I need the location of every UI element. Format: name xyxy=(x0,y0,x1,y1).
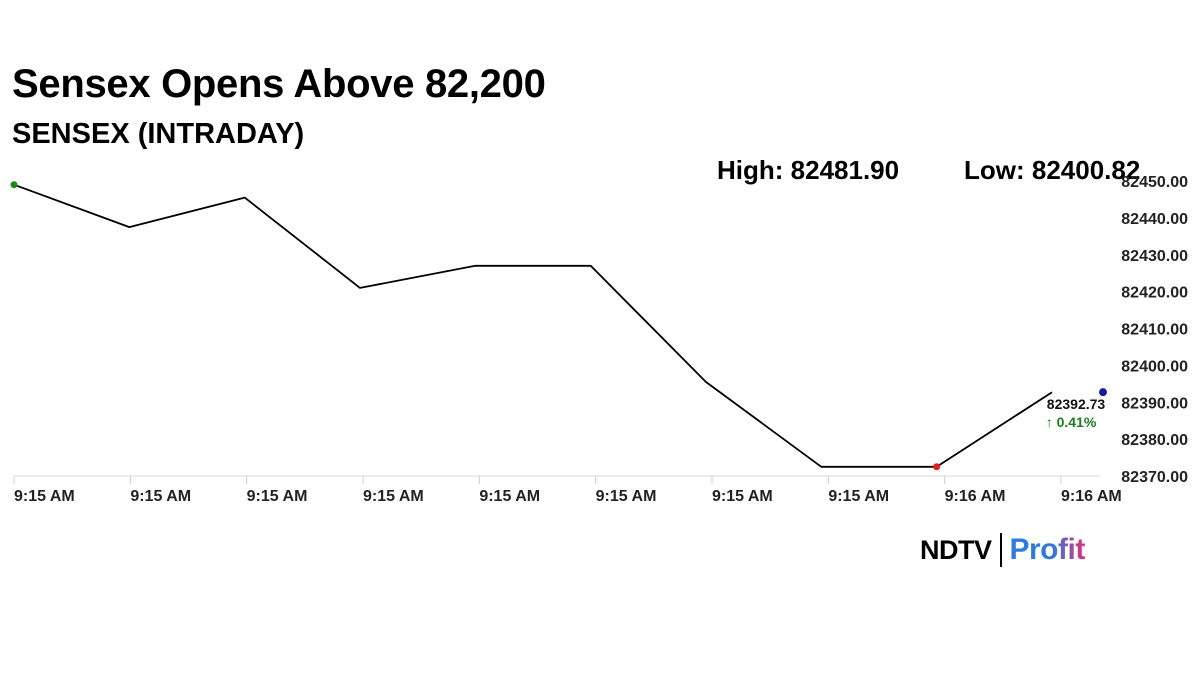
current-value-marker xyxy=(1099,388,1107,397)
change-label: ↑ 0.41% xyxy=(1046,414,1097,430)
y-tick-label: 82380.00 xyxy=(1121,432,1188,449)
x-tick-label: 9:15 AM xyxy=(828,488,889,505)
logo-divider xyxy=(999,533,1002,567)
low-label: Low: 82400.82 xyxy=(964,155,1141,185)
chart-title: SENSEX (INTRADAY) xyxy=(12,118,305,150)
x-tick-label: 9:16 AM xyxy=(1061,488,1122,505)
y-tick-label: 82420.00 xyxy=(1121,285,1188,302)
x-tick-label: 9:15 AM xyxy=(712,488,773,505)
y-tick-label: 82430.00 xyxy=(1121,248,1188,265)
start-point-marker xyxy=(10,181,18,189)
logo-ndtv-text: NDTV xyxy=(920,534,992,565)
y-tick-label: 82410.00 xyxy=(1121,322,1188,339)
series-line xyxy=(13,183,1053,468)
high-label: High: 82481.90 xyxy=(717,155,900,185)
headline: Sensex Opens Above 82,200 xyxy=(12,62,546,106)
low-point-marker xyxy=(933,463,941,471)
y-tick-label: 82440.00 xyxy=(1121,211,1188,228)
x-tick-label: 9:15 AM xyxy=(130,488,191,505)
x-tick-label: 9:15 AM xyxy=(247,488,308,505)
ndtv-profit-logo: NDTV Profit xyxy=(920,530,1085,570)
x-tick-label: 9:15 AM xyxy=(363,488,424,505)
logo-profit-text: Profit xyxy=(1009,533,1086,566)
x-tick-label: 9:15 AM xyxy=(479,488,540,505)
x-tick-label: 9:16 AM xyxy=(945,488,1006,505)
y-tick-label: 82400.00 xyxy=(1121,358,1188,375)
y-tick-label: 82450.00 xyxy=(1121,174,1188,191)
last-value-label: 82392.73 xyxy=(1047,396,1106,412)
y-tick-label: 82370.00 xyxy=(1121,469,1188,486)
x-tick-label: 9:15 AM xyxy=(14,488,75,505)
y-tick-label: 82390.00 xyxy=(1121,395,1188,412)
x-tick-label: 9:15 AM xyxy=(596,488,657,505)
